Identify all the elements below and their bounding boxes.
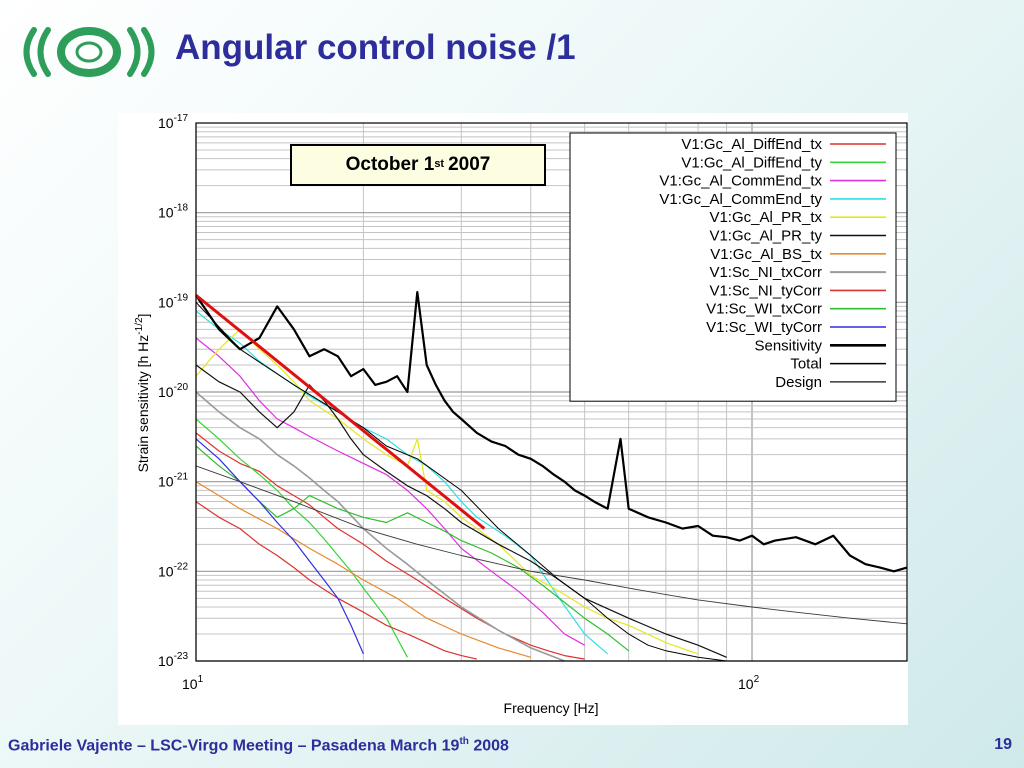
series-line-9 bbox=[195, 445, 630, 652]
legend-label: V1:Gc_Al_DiffEnd_tx bbox=[681, 136, 822, 153]
y-tick-label: 10-21 bbox=[158, 472, 188, 490]
series-line-11 bbox=[195, 291, 908, 573]
plot-border bbox=[195, 122, 908, 662]
series-line-1 bbox=[195, 418, 408, 658]
series-line-6 bbox=[195, 481, 531, 658]
series-line-5 bbox=[195, 364, 727, 658]
y-tick-label: 10-18 bbox=[158, 203, 188, 221]
legend-label: Total bbox=[790, 356, 822, 373]
series-line-7 bbox=[195, 391, 565, 662]
chart: 10-17 10-18 10-19 10-20 10-21 10-22 10-23 101 10… bbox=[134, 113, 908, 716]
date-annotation-sup: st bbox=[434, 158, 445, 170]
y-tick-label: 10-19 bbox=[158, 292, 188, 310]
virgo-logo-icon bbox=[14, 22, 164, 87]
y-tick-label: 10-22 bbox=[158, 561, 188, 579]
legend-label: V1:Sc_WI_tyCorr bbox=[706, 319, 822, 336]
legend-label: V1:Gc_Al_DiffEnd_ty bbox=[681, 154, 822, 171]
legend-label: V1:Sc_WI_txCorr bbox=[706, 301, 822, 318]
legend-label: Sensitivity bbox=[754, 337, 822, 354]
x-tick-label: 101 bbox=[182, 674, 204, 692]
series-line-10 bbox=[195, 438, 364, 655]
page-number: 19 bbox=[994, 736, 1012, 753]
slide-title: Angular control noise /1 bbox=[175, 28, 576, 67]
legend-label: V1:Gc_Al_CommEnd_tx bbox=[659, 173, 822, 190]
legend-box bbox=[569, 132, 897, 402]
series-line-2 bbox=[195, 337, 585, 646]
legend-label: V1:Sc_NI_txCorr bbox=[709, 264, 822, 281]
x-tick-label: 102 bbox=[738, 674, 760, 692]
legend-label: V1:Gc_Al_BS_tx bbox=[710, 246, 822, 263]
y-tick-label: 10-17 bbox=[158, 113, 188, 131]
chart-series bbox=[195, 291, 908, 662]
y-tick-label: 10-23 bbox=[158, 651, 188, 669]
series-line-0 bbox=[195, 432, 585, 660]
series-line-4 bbox=[195, 328, 699, 655]
series-line-13 bbox=[195, 465, 908, 625]
axis-ticks: 10-17 10-18 10-19 10-20 10-21 10-22 10-23 101 10… bbox=[158, 113, 760, 692]
footer-text: Gabriele Vajente – LSC-Virgo Meeting – P… bbox=[8, 736, 509, 755]
legend-label: V1:Sc_NI_tyCorr bbox=[709, 282, 822, 299]
legend-label: V1:Gc_Al_CommEnd_ty bbox=[659, 191, 822, 208]
legend-label: V1:Gc_Al_PR_tx bbox=[709, 209, 822, 226]
reference-line bbox=[195, 294, 486, 530]
legend-label: Design bbox=[775, 374, 822, 391]
y-axis-label: Strain sensitivity [h Hz-1/2] bbox=[134, 314, 151, 473]
legend-label: V1:Gc_Al_PR_ty bbox=[709, 228, 822, 245]
x-axis-label: Frequency [Hz] bbox=[504, 700, 599, 716]
y-tick-label: 10-20 bbox=[158, 382, 188, 400]
chart-frame: 10-17 10-18 10-19 10-20 10-21 10-22 10-23 101 10… bbox=[118, 113, 908, 725]
series-line-12 bbox=[195, 301, 727, 662]
date-annotation-text: October 1 bbox=[345, 154, 435, 175]
date-annotation-year: 2007 bbox=[448, 154, 491, 175]
